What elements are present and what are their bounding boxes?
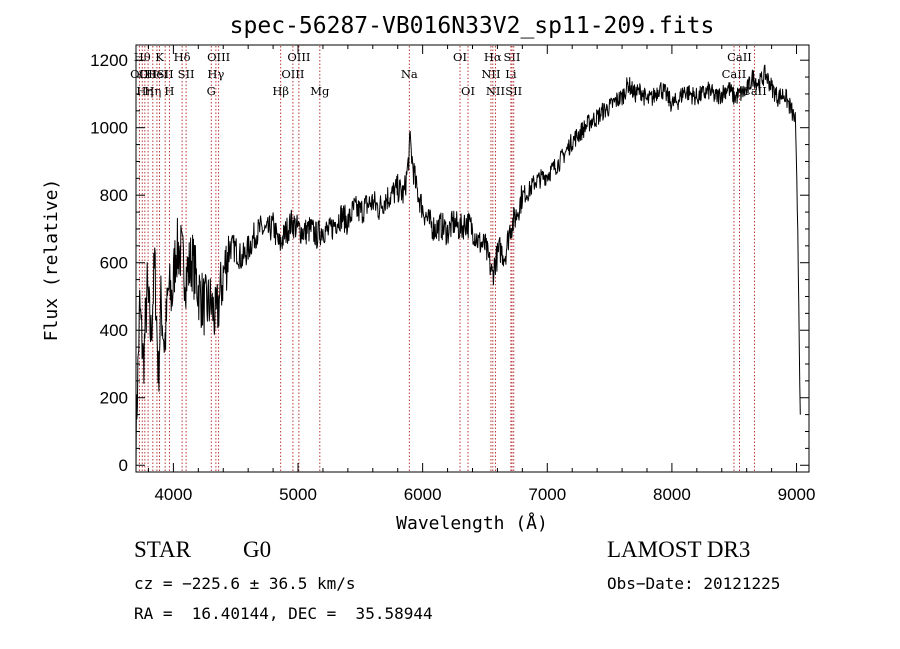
x-tick-label: 5000 xyxy=(279,485,317,504)
line-marker-label: Hδ xyxy=(174,50,191,64)
line-marker-label: Li xyxy=(505,67,517,81)
spectrum-series xyxy=(135,64,801,471)
line-marker-label: Mg xyxy=(310,84,330,98)
line-marker-label: Hγ xyxy=(207,67,224,81)
line-marker-label: NII xyxy=(486,84,505,98)
y-axis: 0 200 400 600 800 1000 1200 xyxy=(90,51,809,475)
line-marker-label: CaII xyxy=(727,50,752,64)
line-marker-label: SII xyxy=(178,67,195,81)
line-marker-label: OII xyxy=(130,67,149,81)
line-marker-label: HeI xyxy=(146,67,167,81)
x-tick-label: 8000 xyxy=(653,485,691,504)
line-marker-label: NII xyxy=(481,67,500,81)
line-marker-label: CaII xyxy=(722,67,747,81)
line-marker-label: OIII xyxy=(287,50,310,64)
x-tick-label: 6000 xyxy=(404,485,442,504)
spectrum-line xyxy=(135,64,801,471)
redshift-velocity: cz = −225.6 ± 36.5 km/s xyxy=(134,574,356,593)
line-marker-label: OI xyxy=(453,50,467,64)
line-marker-label: Hα xyxy=(484,50,502,64)
x-axis-label: Wavelength (Å) xyxy=(396,512,548,534)
x-axis: 4000 5000 6000 7000 8000 9000 xyxy=(147,45,816,504)
line-marker-label: Hη xyxy=(136,84,153,98)
y-tick-label: 1000 xyxy=(90,119,128,138)
x-tick-label: 7000 xyxy=(528,485,566,504)
line-marker-label: OIII xyxy=(281,67,304,81)
line-marker-label: Hβ xyxy=(272,84,289,98)
line-marker-label: Hη xyxy=(144,84,161,98)
observation-date: Obs−Date: 20121225 xyxy=(607,574,781,593)
y-tick-label: 200 xyxy=(100,389,128,408)
y-axis-label: Flux (relative) xyxy=(41,179,62,342)
y-tick-label: 400 xyxy=(100,321,128,340)
line-marker-label: SII xyxy=(505,84,522,98)
y-tick-label: 600 xyxy=(100,254,128,273)
chart-title: spec-56287-VB016N33V2_sp11-209.fits xyxy=(230,13,715,39)
line-marker-label: H xyxy=(164,84,174,98)
x-tick-label: 9000 xyxy=(778,485,816,504)
line-marker-label: OI xyxy=(461,84,475,98)
object-subclass: G0 xyxy=(243,537,272,562)
line-marker-label: G xyxy=(207,84,216,98)
x-tick-label: 4000 xyxy=(154,485,192,504)
line-marker-label: SII xyxy=(504,50,521,64)
survey-name: LAMOST DR3 xyxy=(607,537,751,562)
y-tick-label: 1200 xyxy=(90,51,128,70)
y-tick-label: 800 xyxy=(100,186,128,205)
object-class: STAR xyxy=(134,537,191,562)
line-marker-label: OIII xyxy=(207,50,230,64)
coordinates: RA = 16.40144, DEC = 35.58944 xyxy=(134,604,433,623)
line-marker-label: Na xyxy=(401,67,418,81)
y-tick-label: 0 xyxy=(119,456,128,475)
emission-line-markers: OIIHθHηOIIHηHeIKSIIHHδSIIGHγOIIIHβOIIIOI… xyxy=(130,46,767,471)
line-marker-label: K xyxy=(155,50,164,64)
line-marker-label: SII xyxy=(157,67,174,81)
